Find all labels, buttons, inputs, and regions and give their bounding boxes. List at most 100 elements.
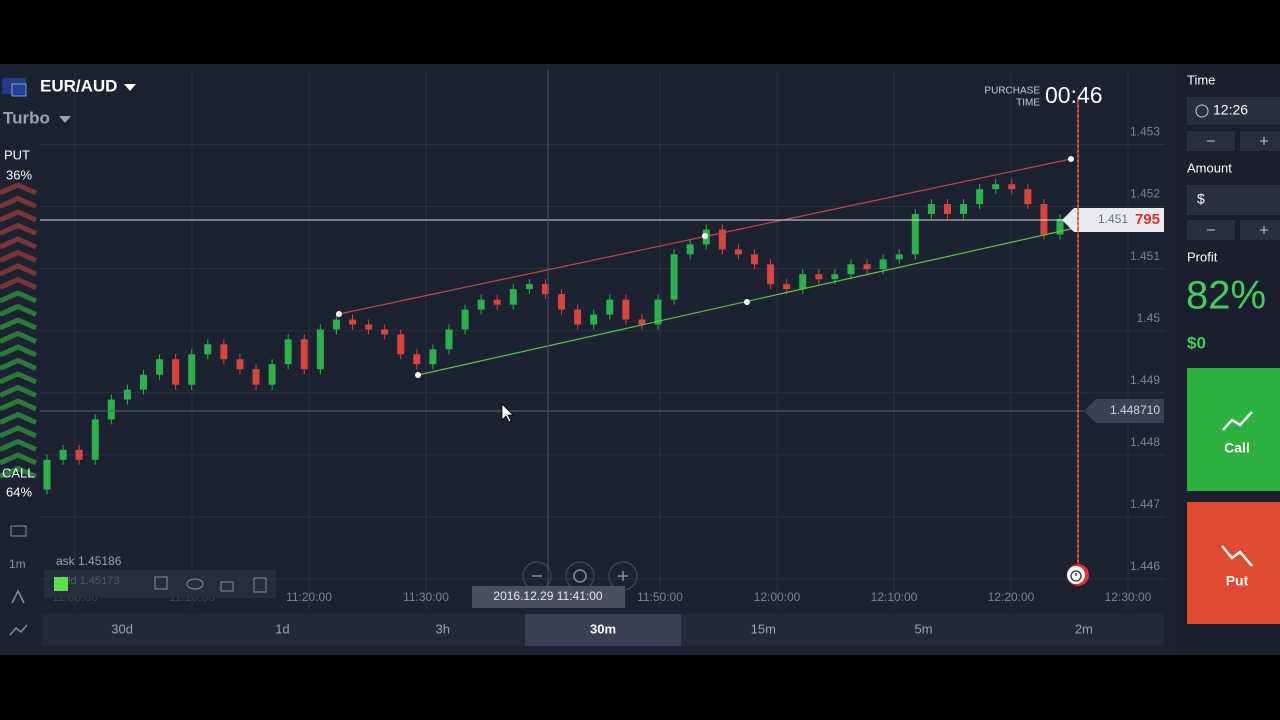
color-picker[interactable] [54,577,68,591]
timeframe-button[interactable]: 2m [1075,621,1093,636]
call-label: CALL [2,465,35,480]
candle [863,264,871,270]
candle [284,339,292,365]
put-icon[interactable] [1221,545,1253,567]
sentiment-chevron [0,330,38,344]
dropdown-arrow[interactable] [59,116,71,123]
candle [59,449,67,460]
timeframe-button[interactable]: 30d [111,621,133,636]
timeframe-selected[interactable] [524,614,682,646]
sentiment-chevron [0,452,38,466]
drawing-toolbar [44,570,276,598]
timeframe-button[interactable]: 30m [590,621,616,636]
candle [992,184,1000,190]
candle [1008,184,1016,190]
timeframe-button[interactable]: 15m [751,621,776,636]
line-handle[interactable] [415,372,421,378]
line-handle[interactable] [1068,156,1074,162]
candle [622,299,630,320]
timer-icon [1070,570,1082,582]
visibility-icon[interactable] [186,578,204,590]
interval-button[interactable]: 1m [9,557,26,571]
time-tick-label: 11:50:00 [637,590,683,604]
sentiment-chevron [0,411,38,425]
profit-percent: 82% [1186,274,1266,318]
sentiment-chevron [0,276,38,290]
line-handle[interactable] [336,311,342,317]
candle [718,229,726,250]
timeframe-button[interactable]: 5m [915,621,933,636]
delete-icon[interactable] [253,577,267,593]
timeframe-button[interactable]: 1d [275,621,289,636]
candle [847,264,855,275]
app-background [0,64,1280,655]
candle [686,244,694,255]
time-tick-label: 12:10:00 [871,590,918,604]
amount-input[interactable] [1187,185,1280,215]
candle [590,314,598,325]
sentiment-chevron [0,303,38,317]
time-input[interactable] [1187,97,1280,125]
put-label: PUT [4,147,30,162]
line-handle[interactable] [744,299,750,305]
current-price-main: 1.451 [1098,212,1128,226]
profit-amount: $0 [1187,333,1206,352]
candle [123,389,131,400]
sentiment-chevron [0,249,38,263]
candle [139,374,147,390]
sentiment-chevron [0,384,38,398]
candle [783,284,791,290]
call-button[interactable] [1187,368,1280,491]
asset-pair[interactable]: EUR/AUD [40,76,117,95]
chart-type-icon[interactable] [10,525,27,537]
sentiment-chevron [0,344,38,358]
option-mode[interactable]: Turbo [3,108,50,127]
candle [574,309,582,325]
timeframe-button[interactable]: 3h [435,621,449,636]
lock-icon[interactable] [220,581,234,592]
candle [1056,218,1064,235]
currency[interactable]: $ [1197,191,1205,207]
line-handle[interactable] [702,233,708,239]
time-tick-label: 12:30:00 [1105,590,1152,604]
price-tick-label: 1.45 [1137,311,1161,325]
candle [767,264,775,285]
amount-label: Amount [1187,160,1232,175]
sentiment-chevron [0,222,38,236]
sentiment-chevron [0,317,38,331]
candle [525,284,533,290]
sentiment-chevron [0,398,38,412]
candle [188,354,196,385]
copy-icon[interactable] [154,576,168,590]
drawing-icon[interactable] [9,624,28,636]
time-value[interactable]: 12:26 [1213,102,1248,118]
timeframes: 30d 1d 3h 30m 15m 5m 2m [111,614,1093,646]
purchase-time-label: TIME [1016,98,1040,109]
candle [220,344,228,360]
countdown: 00:46 [1045,82,1103,108]
dropdown-arrow[interactable] [124,84,136,91]
put-button[interactable] [1187,502,1280,624]
candle [509,289,517,305]
candle [316,329,324,370]
candle [365,324,373,330]
candle [397,334,405,355]
indicator-icon[interactable] [11,589,25,604]
level-price-tag [1084,399,1164,423]
recenter-icon[interactable] [573,569,587,583]
candle [461,309,469,330]
candle [911,214,919,255]
price-tick-label: 1.449 [1130,373,1160,387]
candle [91,419,99,460]
profit-label: Profit [1187,249,1218,264]
call-button-label[interactable]: Call [1224,440,1250,456]
cursor-time-box [472,586,625,608]
put-button-label[interactable]: Put [1226,573,1249,589]
purchase-label: PURCHASE [984,86,1040,97]
put-percent: 36% [6,167,32,182]
candle [558,294,566,310]
candle [815,274,823,280]
call-icon[interactable] [1222,411,1253,431]
candle [831,274,839,280]
candle [429,349,437,365]
